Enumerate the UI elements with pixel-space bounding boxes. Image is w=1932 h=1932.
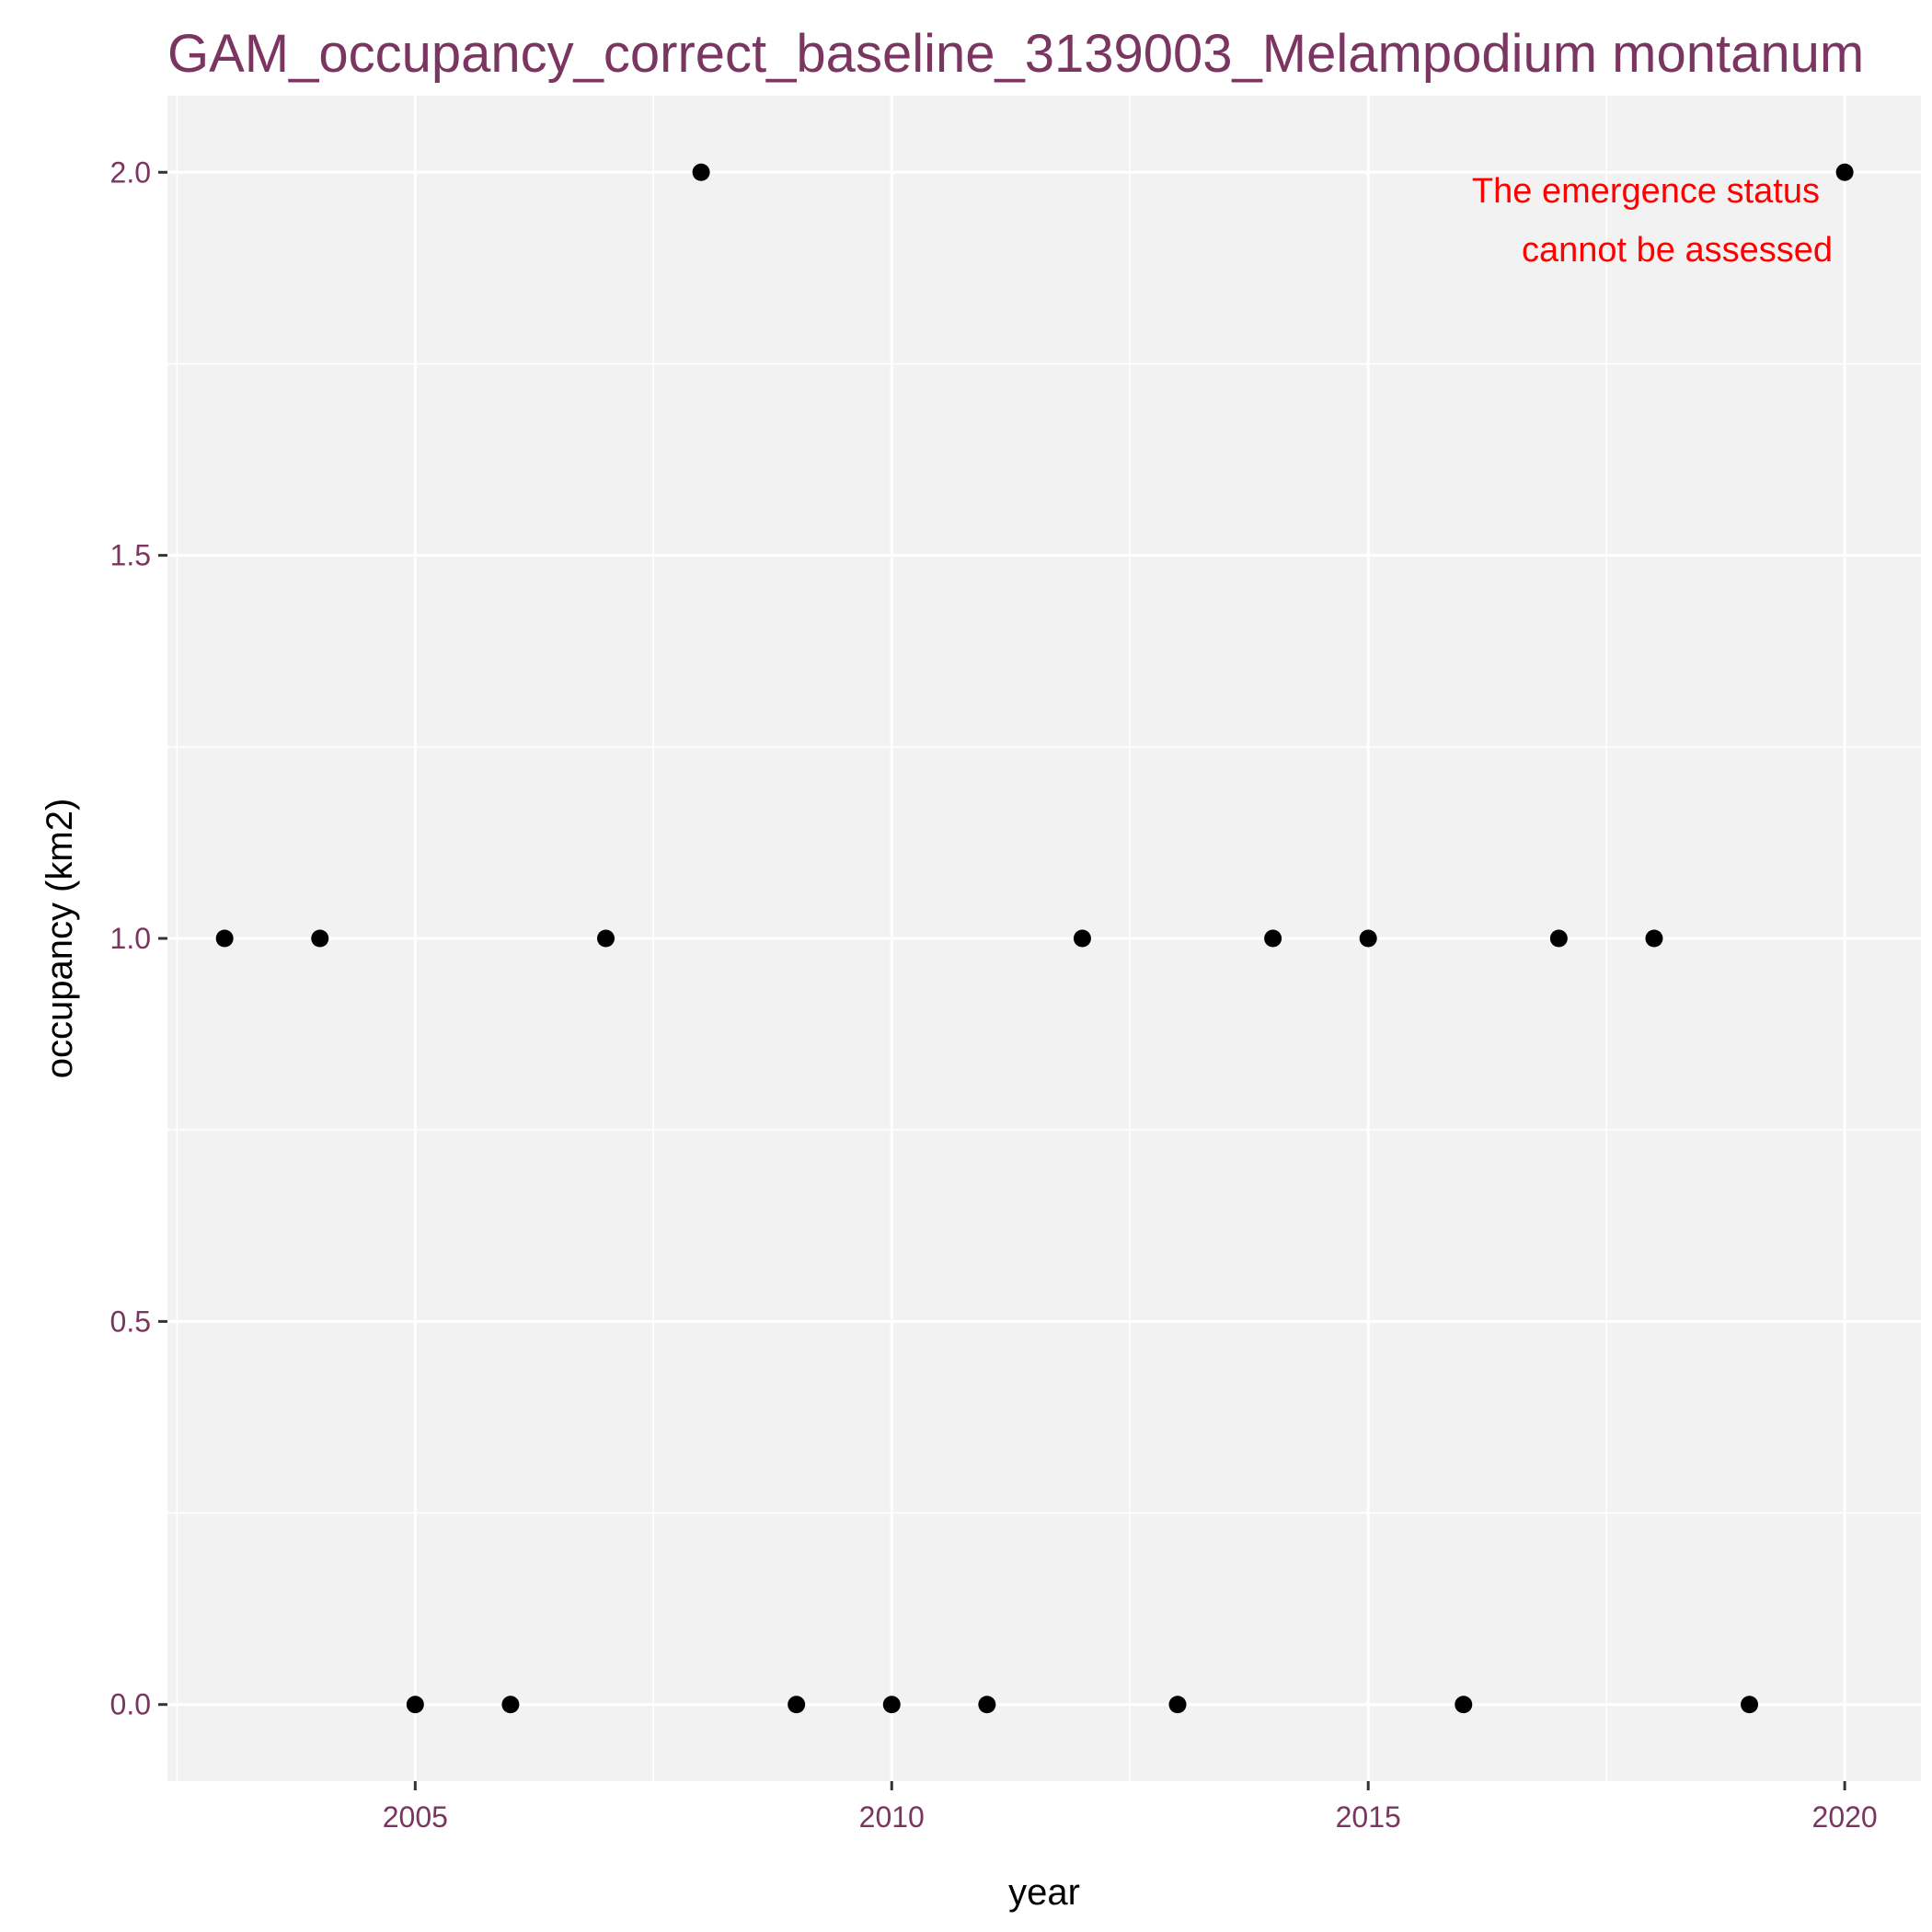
data-point: [597, 929, 615, 948]
y-tick-label: 0.5: [110, 1305, 151, 1338]
data-point: [978, 1696, 996, 1714]
x-tick-label: 2020: [1812, 1800, 1878, 1834]
y-axis: 0.0 0.5 1.0 1.5 2.0: [110, 155, 167, 1721]
data-point: [1455, 1696, 1473, 1714]
x-axis-title: year: [1008, 1872, 1080, 1913]
y-axis-title: occupancy (km2): [40, 799, 80, 1079]
data-point: [1549, 929, 1568, 948]
data-point: [1073, 929, 1091, 948]
annotation-line-1: The emergence status: [1472, 172, 1820, 211]
data-point: [311, 929, 329, 948]
data-point: [1835, 163, 1854, 181]
chart-title: GAM_occupancy_correct_baseline_3139003_M…: [167, 24, 1864, 84]
data-point: [882, 1696, 901, 1714]
data-point: [1645, 929, 1663, 948]
x-tick-label: 2010: [859, 1800, 925, 1834]
data-point: [406, 1696, 424, 1714]
data-point: [692, 163, 710, 181]
y-tick-label: 1.0: [110, 922, 151, 955]
data-point: [215, 929, 234, 948]
data-point: [501, 1696, 520, 1714]
x-tick-label: 2005: [383, 1800, 448, 1834]
data-point: [1741, 1696, 1759, 1714]
y-tick-label: 1.5: [110, 539, 151, 572]
data-point: [1168, 1696, 1187, 1714]
annotation-line-2: cannot be assessed: [1522, 231, 1833, 270]
x-axis: 2005 2010 2015 2020: [383, 1781, 1878, 1834]
data-point: [1264, 929, 1282, 948]
x-tick-label: 2015: [1336, 1800, 1401, 1834]
data-points: [215, 163, 1854, 1714]
data-point: [1359, 929, 1377, 948]
data-point: [788, 1696, 806, 1714]
y-tick-label: 0.0: [110, 1688, 151, 1721]
y-tick-label: 2.0: [110, 155, 151, 189]
